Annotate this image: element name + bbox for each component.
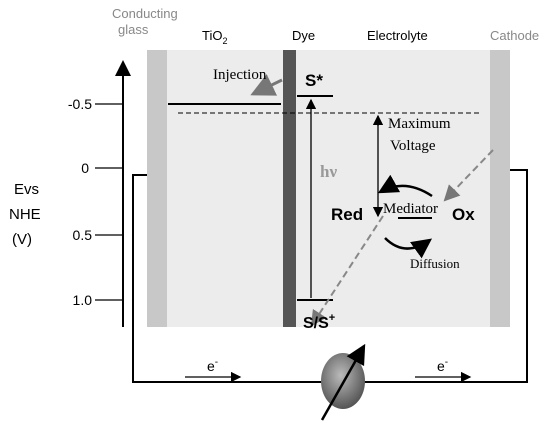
axis: [95, 60, 131, 327]
label: hν: [320, 162, 337, 181]
label: Voltage: [390, 138, 436, 154]
dye-layer: [283, 50, 296, 327]
label: Mediator: [383, 201, 438, 217]
cell-body: [147, 50, 510, 327]
injection-arrow: [250, 74, 283, 96]
header-label: Dye: [292, 28, 315, 43]
electron-label: e-: [437, 357, 448, 374]
label: Injection: [213, 67, 267, 83]
tick-label: 0.5: [73, 227, 93, 243]
axis-label-line: Evs: [14, 181, 39, 198]
label: Diffusion: [410, 256, 460, 271]
axis-label: Evs NHE (V): [9, 181, 41, 248]
label: S*: [305, 71, 323, 90]
tick-labels: -0.5 0 0.5 1.0: [68, 96, 92, 308]
cathode-arrow: [443, 149, 494, 202]
cell: [147, 50, 510, 327]
label: S/S+: [303, 312, 335, 332]
curved-arrow: [384, 237, 433, 259]
header-label: glass: [118, 22, 149, 37]
label: Maximum: [388, 116, 451, 132]
axis-label-line: (V): [12, 231, 32, 248]
tick-label: 1.0: [73, 292, 93, 308]
tick-label: -0.5: [68, 96, 92, 112]
levels: [168, 95, 480, 301]
tick-label: 0: [81, 160, 89, 176]
label: Red: [331, 205, 363, 224]
axis-label-line: NHE: [9, 206, 41, 223]
load-arrow: [320, 343, 366, 421]
cathode-plate: [490, 50, 510, 327]
header-label: Cathode: [490, 28, 539, 43]
header-label: Conducting: [112, 6, 178, 21]
header: Conducting glass TiO2 Dye Electrolyte Ca…: [112, 6, 539, 46]
electron-label: e-: [207, 357, 218, 374]
curved-arrow: [377, 174, 433, 198]
header-label: Electrolyte: [367, 28, 428, 43]
header-label: TiO2: [202, 28, 227, 46]
label: Ox: [452, 205, 475, 224]
glass: [147, 50, 167, 327]
